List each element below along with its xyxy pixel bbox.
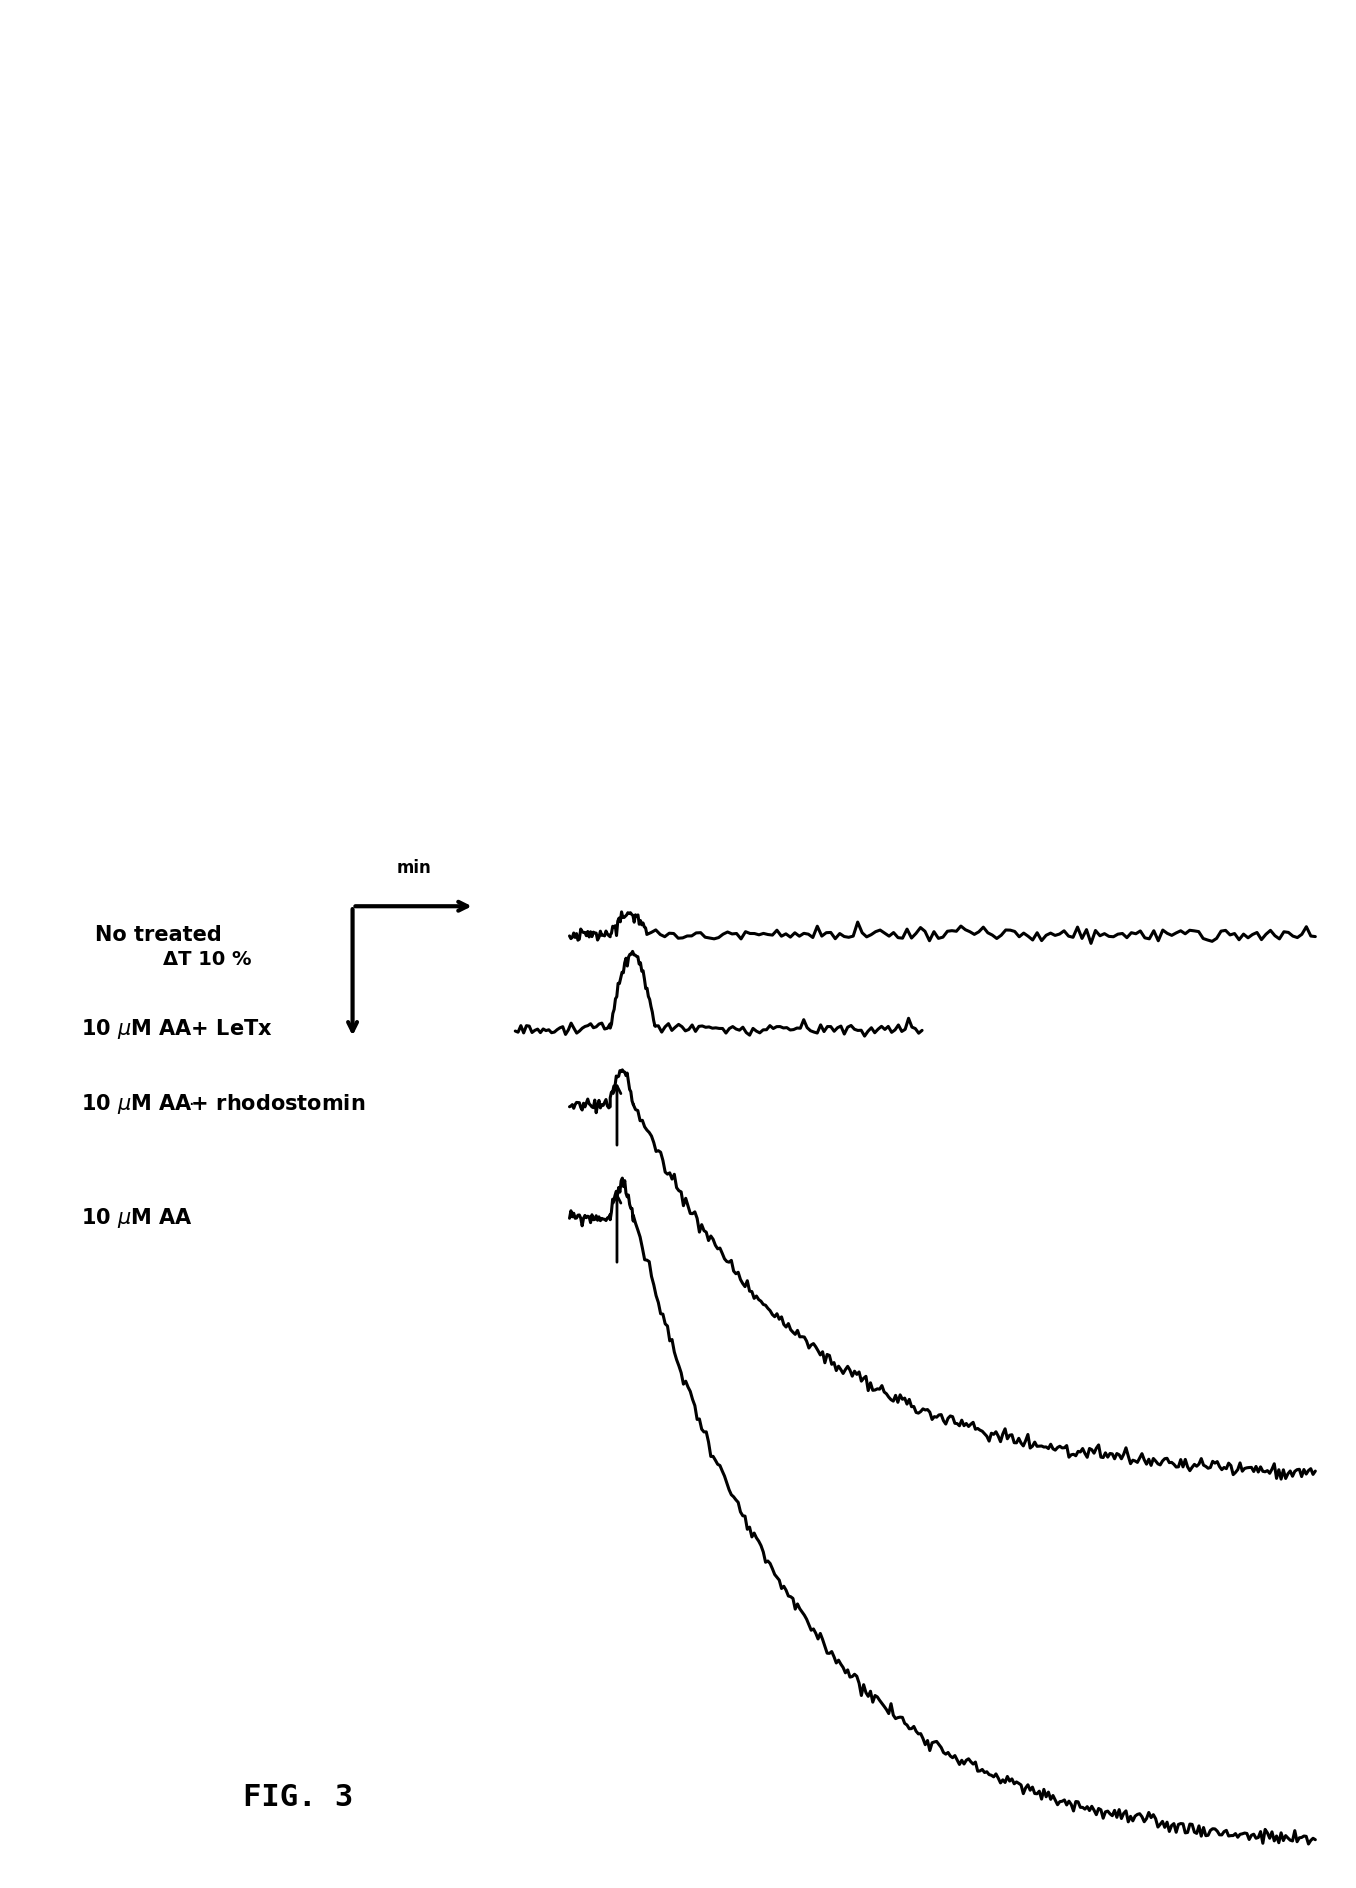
Text: ΔT 10 %: ΔT 10 %: [163, 950, 251, 969]
Text: 10 $\mu$M AA+ LeTx: 10 $\mu$M AA+ LeTx: [81, 1018, 273, 1040]
Text: FIG. 3: FIG. 3: [243, 1782, 354, 1812]
Text: 10 $\mu$M AA: 10 $\mu$M AA: [81, 1206, 193, 1229]
Text: min: min: [396, 859, 431, 878]
Text: No treated: No treated: [95, 925, 221, 944]
Text: 10 $\mu$M AA$\dot{}$+ rhodostomin: 10 $\mu$M AA$\dot{}$+ rhodostomin: [81, 1093, 366, 1116]
